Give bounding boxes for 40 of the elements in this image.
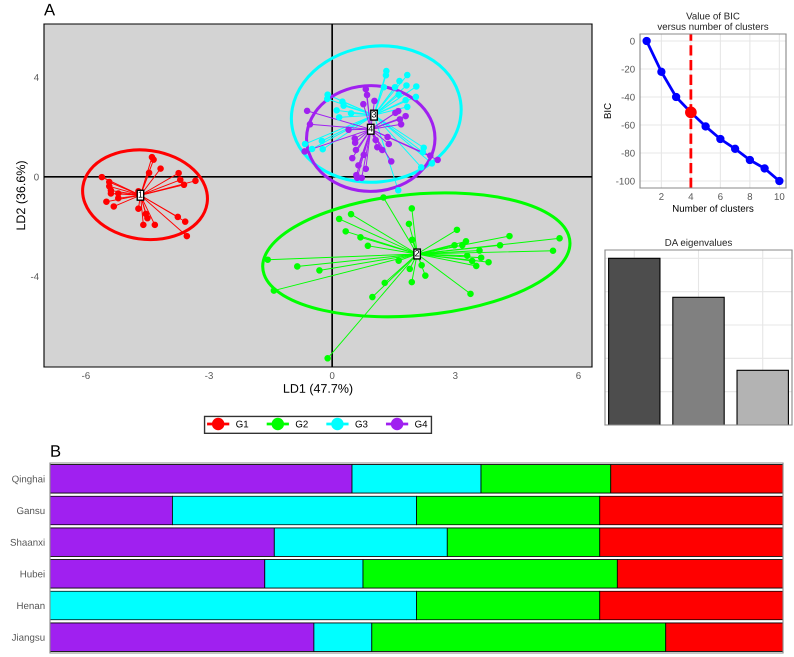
y-tick-label: Jiangsu [12,634,44,643]
y-tick-label: Henan [17,602,45,610]
text: B [51,445,60,457]
chart-title: DA eigenvalues [666,238,732,248]
x-tick-label: 3 [452,372,458,379]
y-tick-label: -4 [30,273,39,280]
y-tick-label: -100 [616,178,635,185]
x-tick-label: 2 [659,193,664,200]
x-axis-title: Number of clusters [673,204,754,212]
x-tick-label: 6 [718,193,723,200]
x-tick-label: 4 [688,193,694,200]
text: A [44,4,56,16]
y-tick-label: Qinghai [12,475,44,484]
y-tick-label: Gansu [16,507,44,514]
annotation: 1 [138,191,143,198]
annotation: 4 [368,125,373,132]
y-tick-label: -20 [622,66,635,73]
x-tick-label: 8 [748,193,752,200]
x-tick-label: -6 [82,372,90,379]
y-axis-title: BIC [604,103,611,118]
y-tick-label: 0 [34,174,39,180]
y-tick-label: -80 [622,150,635,157]
annotation: 3 [372,111,376,118]
x-tick-label: -3 [205,372,213,379]
y-tick-label: Shaanxi [10,538,44,546]
legend-label: G1 [236,420,248,428]
chart-title: Value of BIC versus number of clusters [657,12,768,30]
x-tick-label: 6 [576,372,581,379]
y-tick-label: -60 [622,122,635,129]
y-tick-label: 0 [630,38,635,45]
x-tick-label: 0 [330,372,334,379]
legend-label: G4 [415,420,428,428]
y-tick-label: Hubei [20,570,44,578]
x-axis-title: LD1 (47.7%) [284,384,352,396]
y-axis-title: LD2 (36.6%) [16,161,28,230]
x-tick-label: 10 [774,193,784,200]
y-tick-label: -40 [622,94,635,101]
legend-label: G3 [355,420,368,428]
y-tick-label: 4 [34,74,39,81]
legend-label: G2 [296,420,308,428]
